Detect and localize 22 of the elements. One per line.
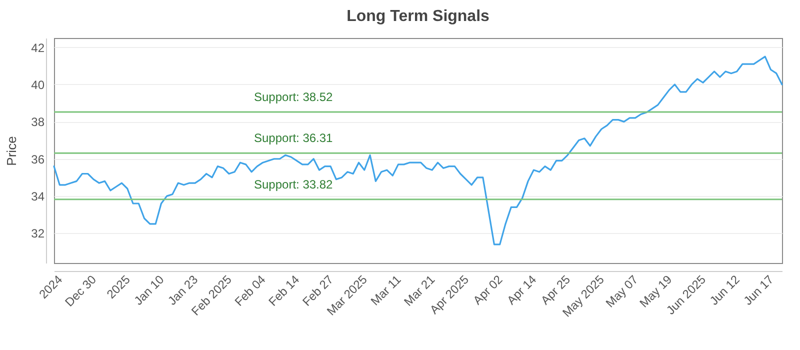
chart-title: Long Term Signals (346, 8, 490, 25)
y-tick-label: 40 (31, 78, 45, 92)
y-tick-label: 38 (31, 115, 45, 130)
x-tick-label: Dec 30 (62, 272, 100, 310)
ref-line-label: Support: 33.82 (254, 177, 334, 192)
x-tick-label: Jan 10 (131, 272, 167, 308)
y-tick-label: 34 (31, 190, 45, 204)
x-tick-label: Apr 14 (504, 272, 540, 308)
x-tick-label: Jun 17 (740, 272, 776, 308)
y-axis-title: Price (4, 136, 20, 166)
ref-line-label: Support: 38.52 (254, 90, 334, 104)
y-tick-label: 32 (31, 226, 45, 241)
x-tick-label: Feb 04 (232, 272, 268, 309)
y-tick-label: 36 (31, 152, 45, 166)
x-tick-label: May 07 (602, 272, 641, 310)
x-tick-label: Mar 11 (368, 272, 404, 308)
ref-line-label: Support: 36.31 (254, 131, 334, 146)
x-tick-label: Apr 02 (470, 272, 506, 308)
x-tick-label: Feb 14 (266, 272, 302, 309)
line-series (53, 56, 783, 246)
y-tick-label: 42 (31, 40, 45, 55)
x-tick-label: Jun 12 (706, 272, 743, 308)
